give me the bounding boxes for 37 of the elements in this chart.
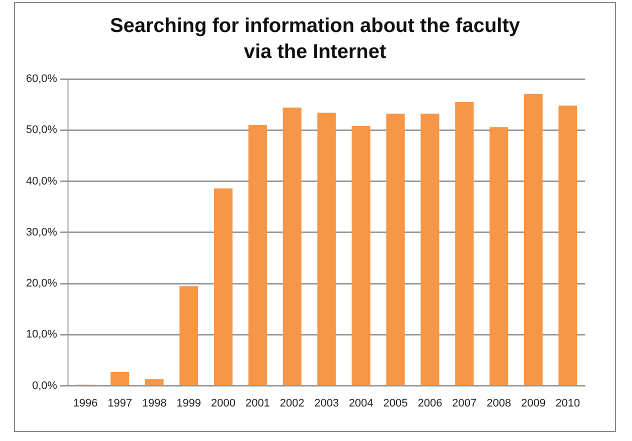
bar — [317, 112, 336, 386]
x-tick-label: 2010 — [556, 397, 580, 410]
bar — [145, 379, 164, 386]
y-tick-label: 30,0% — [26, 226, 58, 238]
y-tick-label: 60,0% — [26, 73, 58, 86]
bar — [386, 114, 405, 386]
bar — [558, 106, 578, 386]
x-tick-label: 2004 — [348, 397, 374, 410]
x-tick-label: 2003 — [314, 397, 339, 410]
x-tick-label: 1998 — [142, 397, 167, 410]
y-tick-label: 50,0% — [26, 124, 58, 136]
x-tick-label: 2006 — [418, 397, 442, 410]
x-tick-label: 1996 — [73, 397, 98, 410]
bar — [282, 108, 302, 386]
bar — [455, 102, 474, 386]
bar — [214, 188, 233, 386]
bar — [110, 372, 130, 386]
x-tick-label: 1999 — [176, 397, 202, 410]
y-tick-label: 20,0% — [26, 278, 58, 290]
x-tick-label: 2007 — [452, 397, 477, 410]
x-tick-label: 1997 — [108, 397, 132, 410]
y-tick-label: 10,0% — [26, 328, 58, 341]
y-tick-label: 40,0% — [26, 175, 58, 188]
bar — [490, 127, 508, 386]
bar — [352, 126, 370, 386]
chart-title: Searching for information about the faculty via the Internet — [108, 14, 522, 65]
bar — [179, 286, 198, 386]
x-tick-label: 2005 — [383, 397, 408, 410]
x-tick-label: 2000 — [210, 397, 236, 410]
bar — [248, 125, 267, 386]
bar — [524, 94, 543, 386]
x-tick-label: 2001 — [245, 397, 270, 410]
y-tick-label: 0,0% — [32, 380, 58, 392]
x-tick-label: 2002 — [280, 397, 304, 410]
x-tick-label: 2008 — [486, 397, 512, 410]
bar — [420, 114, 440, 386]
x-tick-label: 2009 — [521, 397, 546, 410]
